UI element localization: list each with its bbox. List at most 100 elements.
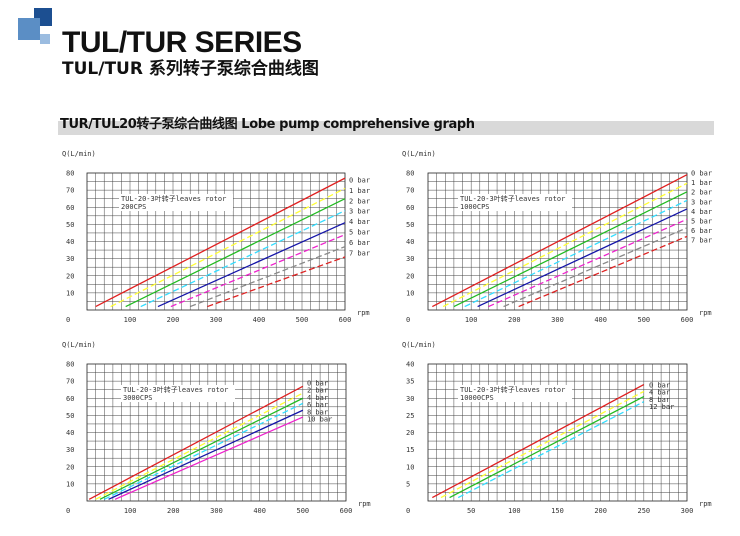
y-tick-label: 70	[66, 187, 74, 195]
annotation-box	[458, 385, 572, 402]
x-tick-label: 150	[551, 507, 564, 515]
legend-entry: 4 bar	[307, 394, 328, 402]
series-line	[95, 392, 304, 500]
y-tick-label: 80	[66, 170, 74, 178]
series-line	[449, 395, 645, 499]
series-line	[99, 397, 304, 500]
y-axis-label: Q(L/min)	[62, 150, 96, 158]
y-tick-label: 25	[406, 412, 414, 420]
annotation-viscosity: 10000CPS	[460, 394, 494, 402]
x-tick-label: 200	[508, 316, 521, 324]
annotation-viscosity: 200CPS	[121, 203, 146, 211]
y-tick-label: 30	[66, 255, 74, 263]
legend-entry: 7 bar	[691, 237, 712, 245]
y-tick-label: 20	[66, 272, 74, 280]
annotation-box	[458, 194, 572, 211]
x-axis-label: rpm	[699, 309, 712, 317]
y-tick-label: 40	[66, 429, 74, 437]
series-line	[442, 182, 688, 308]
y-tick-label: 40	[406, 361, 414, 369]
y-axis-label: Q(L/min)	[62, 341, 96, 349]
annotation-rotor: TUL-20-3叶转子leaves rotor	[121, 194, 226, 203]
x-tick-label: 500	[638, 316, 651, 324]
series-line	[110, 187, 346, 308]
legend-entry: 3 bar	[349, 208, 370, 216]
legend-entry: 7 bar	[349, 249, 370, 257]
x-tick-label: 0	[66, 316, 70, 324]
x-tick-label: 500	[296, 316, 309, 324]
series-line	[140, 210, 346, 308]
legend-entry: 3 bar	[691, 198, 712, 206]
y-tick-label: 20	[406, 429, 414, 437]
legend-entry: 4 bar	[349, 218, 370, 226]
legend-entry: 1 bar	[691, 179, 712, 187]
y-tick-label: 30	[66, 446, 74, 454]
x-tick-label: 0	[406, 507, 410, 515]
y-tick-label: 50	[406, 221, 414, 229]
x-tick-label: 400	[253, 507, 266, 515]
page-title: TUL/TUR SERIES	[62, 26, 302, 59]
y-tick-label: 5	[406, 480, 410, 488]
legend-entry: 12 bar	[649, 403, 674, 411]
series-line	[440, 390, 645, 499]
section-header-bar	[58, 121, 714, 135]
legend-entry: 2 bar	[307, 387, 328, 395]
series-line	[477, 208, 688, 308]
x-tick-label: 300	[681, 507, 694, 515]
legend-entry: 0 bar	[691, 170, 712, 178]
legend-entry: 8 bar	[307, 408, 328, 416]
series-line	[103, 402, 304, 500]
series-line	[207, 256, 346, 308]
x-axis-label: rpm	[358, 500, 371, 508]
series-line	[488, 218, 688, 308]
y-tick-label: 30	[406, 395, 414, 403]
series-line	[503, 227, 688, 308]
annotation-viscosity: 1000CPS	[460, 203, 490, 211]
y-tick-label: 80	[406, 170, 414, 178]
x-tick-label: 200	[167, 507, 180, 515]
y-tick-label: 10	[66, 480, 74, 488]
y-tick-label: 60	[66, 204, 74, 212]
legend-entry: 6 bar	[691, 227, 712, 235]
y-tick-label: 70	[66, 378, 74, 386]
legend-entry: 0 bar	[307, 380, 328, 388]
series-line	[464, 199, 688, 308]
series-line	[170, 234, 346, 308]
logo-square-mid	[18, 18, 40, 40]
x-tick-label: 50	[467, 507, 475, 515]
annotation-box	[119, 194, 233, 211]
series-line	[157, 222, 346, 308]
y-tick-label: 30	[406, 255, 414, 263]
annotation-rotor: TUL-20-3叶转子leaves rotor	[460, 385, 565, 394]
legend-entry: 4 bar	[691, 208, 712, 216]
y-tick-label: 10	[406, 463, 414, 471]
y-tick-label: 10	[66, 289, 74, 297]
legend-entry: 0 bar	[349, 177, 370, 185]
legend-entry: 10 bar	[307, 416, 332, 424]
legend-entry: 8 bar	[649, 396, 670, 404]
y-tick-label: 60	[406, 204, 414, 212]
x-tick-label: 300	[551, 316, 564, 324]
logo-square-light	[40, 34, 50, 44]
x-tick-label: 200	[167, 316, 180, 324]
x-tick-label: 500	[297, 507, 310, 515]
annotation-viscosity: 3000CPS	[123, 394, 153, 402]
y-tick-label: 70	[406, 187, 414, 195]
series-line	[95, 177, 346, 308]
y-axis-label: Q(L/min)	[402, 341, 436, 349]
x-tick-label: 300	[210, 316, 223, 324]
x-tick-label: 0	[66, 507, 70, 515]
legend-entry: 5 bar	[349, 229, 370, 237]
annotation-rotor: TUL-20-3叶转子leaves rotor	[460, 194, 565, 203]
series-line	[125, 198, 346, 308]
x-axis-label: rpm	[357, 309, 370, 317]
series-line	[114, 416, 304, 500]
y-axis-label: Q(L/min)	[402, 150, 436, 158]
x-tick-label: 100	[124, 316, 137, 324]
x-tick-label: 400	[594, 316, 607, 324]
legend-entry: 6 bar	[307, 401, 328, 409]
